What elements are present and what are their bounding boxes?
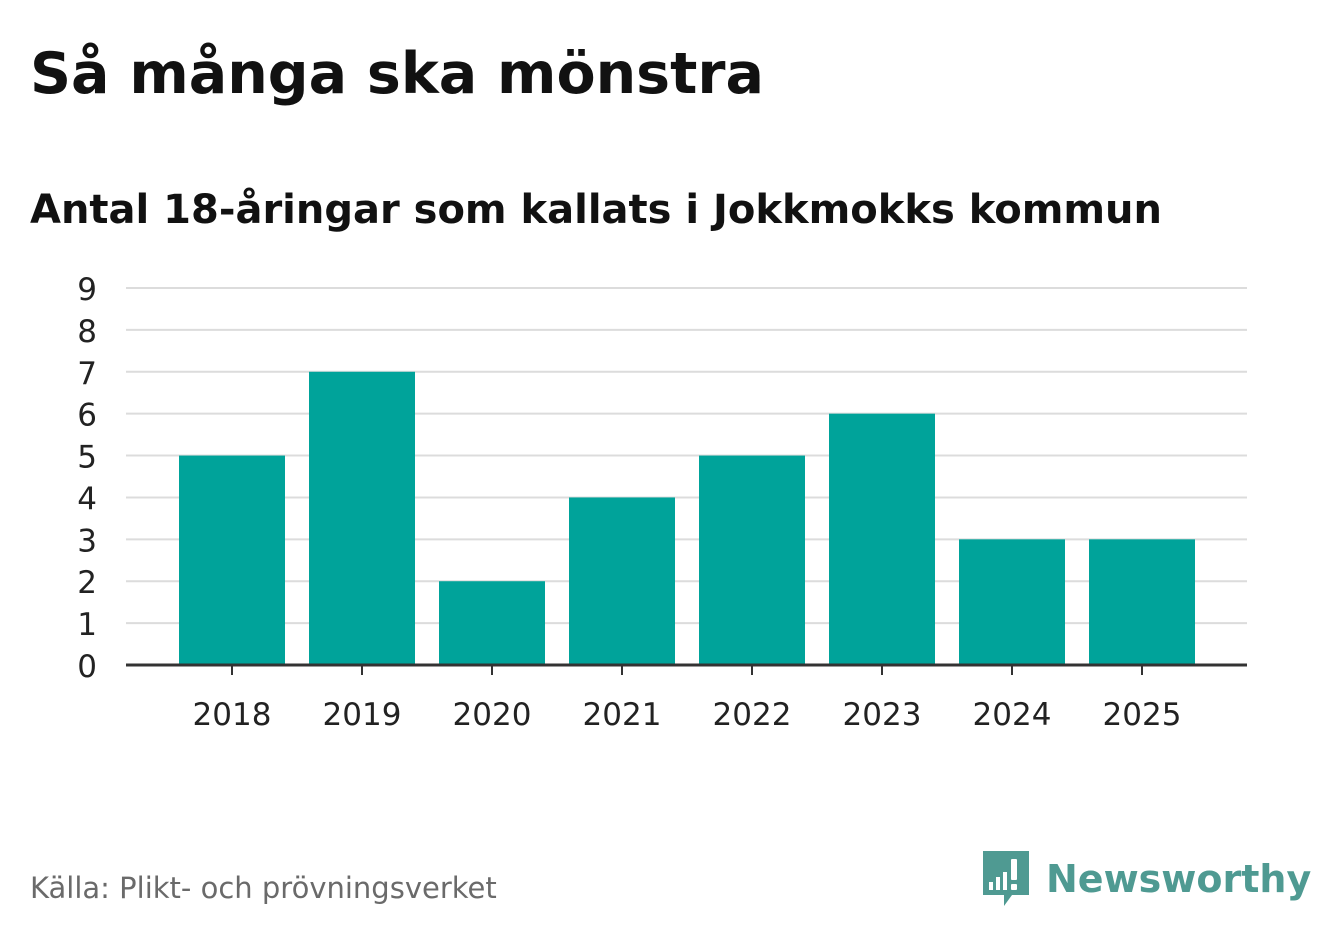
bar-2025: [1089, 539, 1195, 665]
y-tick-label: 6: [77, 398, 97, 434]
bar-2021: [569, 497, 675, 665]
x-tick-label: 2019: [323, 697, 402, 733]
x-tick-label: 2021: [583, 697, 662, 733]
y-tick-label: 9: [77, 272, 97, 308]
y-tick-label: 8: [77, 314, 97, 350]
source-note: Källa: Plikt- och prövningsverket: [30, 871, 497, 905]
x-tick-label: 2024: [973, 697, 1052, 733]
y-tick-label: 4: [77, 481, 97, 517]
chart-title: Så många ska mönstra: [30, 41, 764, 107]
y-tick-label: 5: [77, 440, 97, 476]
bar-2018: [179, 455, 285, 665]
x-tick-label: 2018: [193, 697, 272, 733]
y-tick-label: 7: [77, 356, 97, 392]
bar-chart: 0 1 2 3 4 5 6 7 8 9 2018 2019 2020 2021 2022 2023 2024 20…: [77, 272, 1247, 733]
x-tick-label: 2025: [1103, 697, 1182, 733]
y-tick-label: 3: [77, 523, 97, 559]
bar-2022: [699, 455, 805, 665]
brand-name: Newsworthy: [1046, 857, 1312, 901]
bar-2024: [959, 539, 1065, 665]
y-tick-label: 2: [77, 565, 97, 601]
bar-2019: [309, 371, 415, 665]
bar-2023: [829, 413, 935, 665]
x-tick-label: 2023: [843, 697, 922, 733]
newsworthy-logo-icon: [983, 851, 1029, 906]
x-tick-label: 2020: [453, 697, 532, 733]
bar-2020: [439, 581, 545, 665]
x-tick-label: 2022: [713, 697, 792, 733]
y-tick-label: 0: [77, 649, 97, 685]
chart-subtitle: Antal 18-åringar som kallats i Jokkmokks…: [30, 187, 1163, 233]
y-tick-label: 1: [77, 607, 97, 643]
brand-logo: Newsworthy: [980, 848, 1311, 910]
